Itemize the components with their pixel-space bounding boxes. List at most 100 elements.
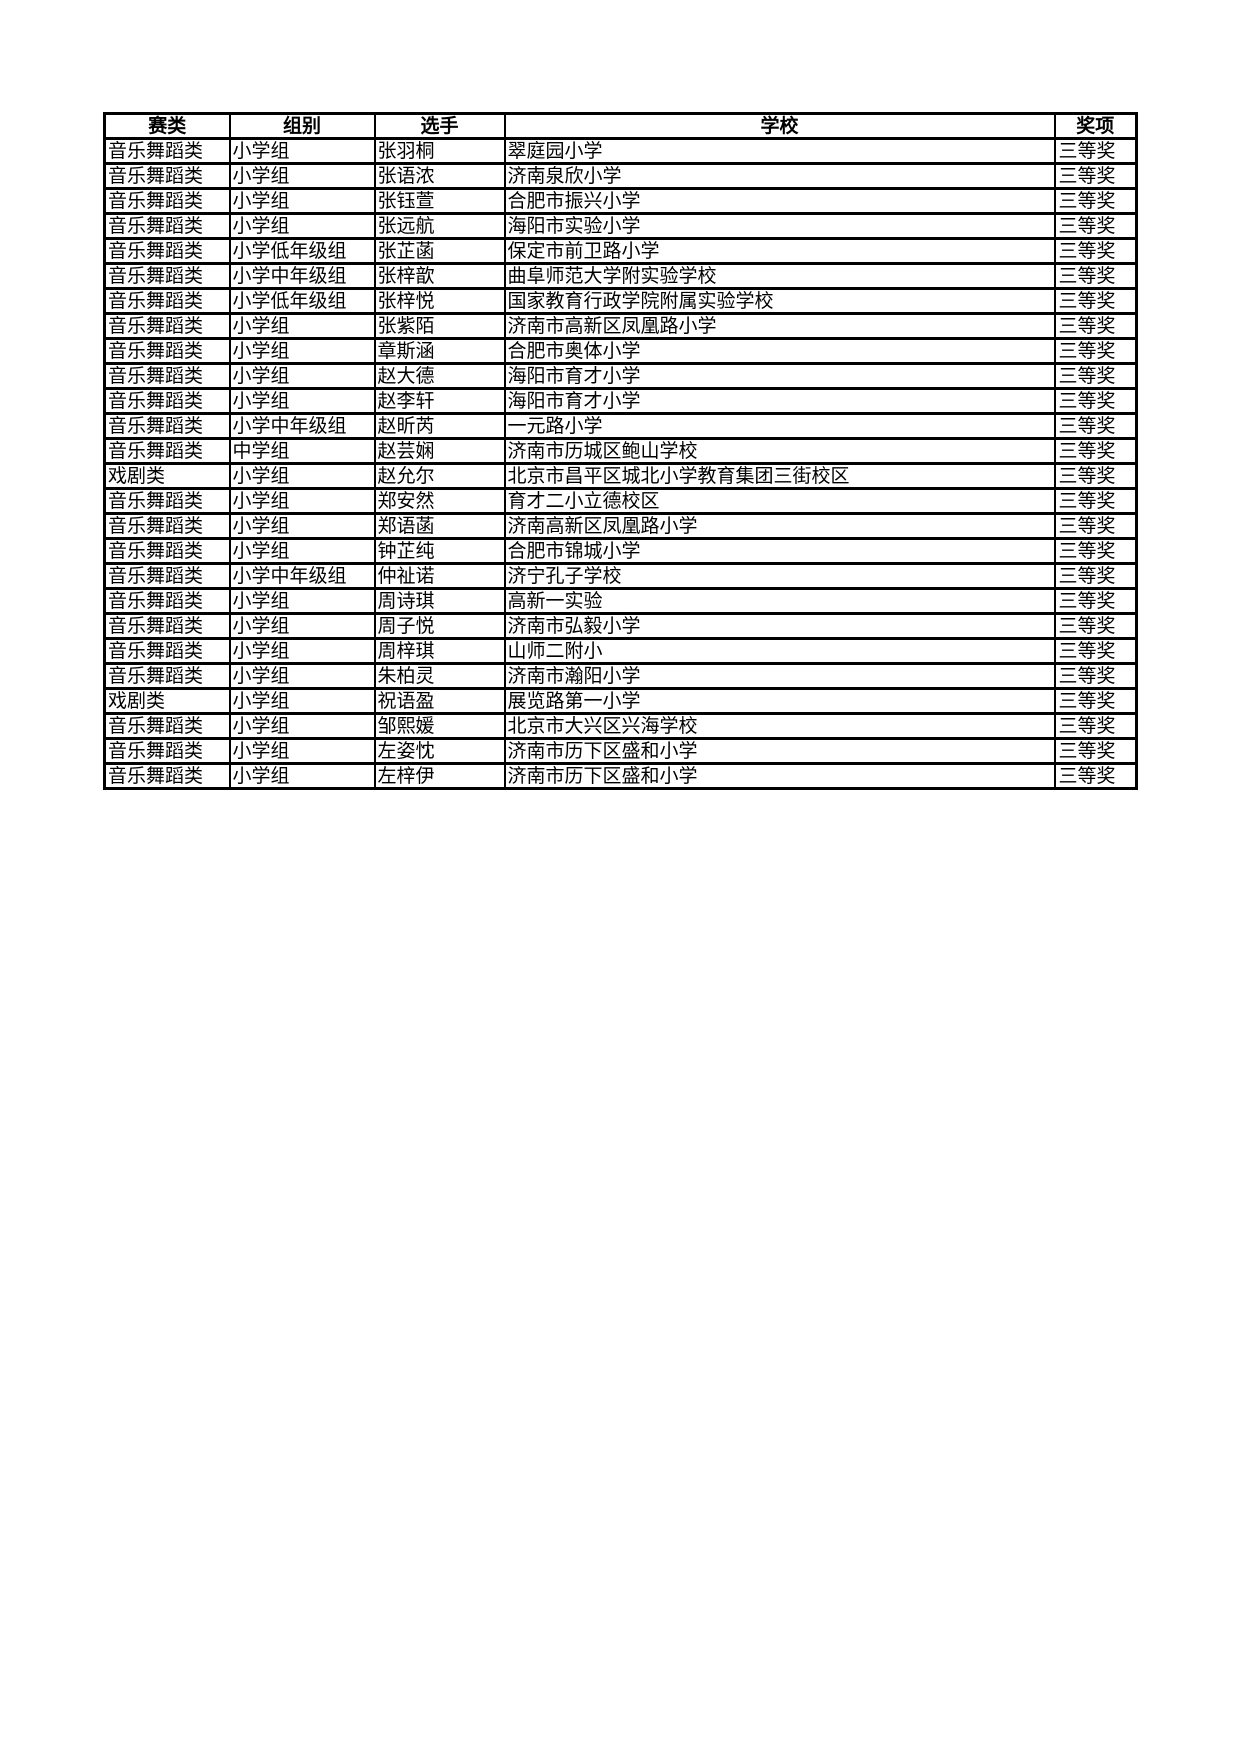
cell-contestant: 周诗琪 bbox=[373, 587, 506, 615]
table-row: 音乐舞蹈类 小学组 周诗琪 高新一实验 三等奖 bbox=[103, 587, 1138, 615]
cell-group: 小学组 bbox=[228, 637, 376, 665]
cell-category: 音乐舞蹈类 bbox=[103, 712, 231, 740]
cell-contestant: 章斯涵 bbox=[373, 337, 506, 365]
cell-group: 小学组 bbox=[228, 187, 376, 215]
cell-group: 小学组 bbox=[228, 687, 376, 715]
cell-school: 翠庭园小学 bbox=[503, 137, 1056, 165]
cell-school: 济南高新区凤凰路小学 bbox=[503, 512, 1056, 540]
cell-school: 海阳市实验小学 bbox=[503, 212, 1056, 240]
cell-contestant: 赵李轩 bbox=[373, 387, 506, 415]
cell-award: 三等奖 bbox=[1053, 287, 1138, 315]
cell-school: 展览路第一小学 bbox=[503, 687, 1056, 715]
cell-contestant: 郑语菡 bbox=[373, 512, 506, 540]
cell-group: 小学组 bbox=[228, 762, 376, 790]
cell-school: 济南市历城区鲍山学校 bbox=[503, 437, 1056, 465]
cell-category: 音乐舞蹈类 bbox=[103, 262, 231, 290]
cell-group: 小学低年级组 bbox=[228, 237, 376, 265]
table-row: 音乐舞蹈类 小学组 钟芷纯 合肥市锦城小学 三等奖 bbox=[103, 537, 1138, 565]
cell-category: 音乐舞蹈类 bbox=[103, 437, 231, 465]
cell-contestant: 赵昕芮 bbox=[373, 412, 506, 440]
cell-school: 合肥市锦城小学 bbox=[503, 537, 1056, 565]
cell-school: 济宁孔子学校 bbox=[503, 562, 1056, 590]
cell-contestant: 祝语盈 bbox=[373, 687, 506, 715]
cell-school: 高新一实验 bbox=[503, 587, 1056, 615]
cell-group: 小学中年级组 bbox=[228, 562, 376, 590]
cell-contestant: 张梓悦 bbox=[373, 287, 506, 315]
cell-school: 一元路小学 bbox=[503, 412, 1056, 440]
cell-award: 三等奖 bbox=[1053, 362, 1138, 390]
cell-school: 济南市历下区盛和小学 bbox=[503, 737, 1056, 765]
table-row: 音乐舞蹈类 小学低年级组 张梓悦 国家教育行政学院附属实验学校 三等奖 bbox=[103, 287, 1138, 315]
cell-category: 戏剧类 bbox=[103, 687, 231, 715]
table-row: 音乐舞蹈类 小学组 郑安然 育才二小立德校区 三等奖 bbox=[103, 487, 1138, 515]
cell-contestant: 周子悦 bbox=[373, 612, 506, 640]
cell-group: 小学组 bbox=[228, 137, 376, 165]
cell-award: 三等奖 bbox=[1053, 187, 1138, 215]
cell-category: 音乐舞蹈类 bbox=[103, 562, 231, 590]
table-row: 音乐舞蹈类 小学低年级组 张芷菡 保定市前卫路小学 三等奖 bbox=[103, 237, 1138, 265]
table-row: 音乐舞蹈类 小学组 张语浓 济南泉欣小学 三等奖 bbox=[103, 162, 1138, 190]
cell-group: 中学组 bbox=[228, 437, 376, 465]
cell-school: 海阳市育才小学 bbox=[503, 387, 1056, 415]
table-body: 音乐舞蹈类 小学组 张羽桐 翠庭园小学 三等奖 音乐舞蹈类 小学组 张语浓 济南泉欣小学 三等奖音… bbox=[103, 137, 1138, 790]
cell-category: 音乐舞蹈类 bbox=[103, 162, 231, 190]
cell-category: 音乐舞蹈类 bbox=[103, 637, 231, 665]
cell-contestant: 仲祉诺 bbox=[373, 562, 506, 590]
cell-category: 音乐舞蹈类 bbox=[103, 187, 231, 215]
cell-contestant: 左梓伊 bbox=[373, 762, 506, 790]
cell-category: 音乐舞蹈类 bbox=[103, 537, 231, 565]
cell-group: 小学组 bbox=[228, 512, 376, 540]
cell-award: 三等奖 bbox=[1053, 312, 1138, 340]
cell-award: 三等奖 bbox=[1053, 537, 1138, 565]
cell-category: 音乐舞蹈类 bbox=[103, 237, 231, 265]
table-row: 音乐舞蹈类 小学组 周梓琪 山师二附小 三等奖 bbox=[103, 637, 1138, 665]
table-row: 音乐舞蹈类 小学组 朱柏灵 济南市瀚阳小学 三等奖 bbox=[103, 662, 1138, 690]
table-row: 音乐舞蹈类 小学组 左梓伊 济南市历下区盛和小学 三等奖 bbox=[103, 762, 1138, 790]
table-row: 音乐舞蹈类 小学组 章斯涵 合肥市奥体小学 三等奖 bbox=[103, 337, 1138, 365]
cell-category: 音乐舞蹈类 bbox=[103, 662, 231, 690]
cell-award: 三等奖 bbox=[1053, 437, 1138, 465]
table-row: 音乐舞蹈类 小学组 赵大德 海阳市育才小学 三等奖 bbox=[103, 362, 1138, 390]
cell-group: 小学中年级组 bbox=[228, 262, 376, 290]
cell-contestant: 钟芷纯 bbox=[373, 537, 506, 565]
cell-group: 小学组 bbox=[228, 162, 376, 190]
cell-category: 音乐舞蹈类 bbox=[103, 337, 231, 365]
cell-school: 济南市弘毅小学 bbox=[503, 612, 1056, 640]
cell-award: 三等奖 bbox=[1053, 512, 1138, 540]
cell-award: 三等奖 bbox=[1053, 337, 1138, 365]
table-row: 音乐舞蹈类 小学组 张羽桐 翠庭园小学 三等奖 bbox=[103, 137, 1138, 165]
cell-category: 音乐舞蹈类 bbox=[103, 312, 231, 340]
cell-school: 国家教育行政学院附属实验学校 bbox=[503, 287, 1056, 315]
table-row: 音乐舞蹈类 小学中年级组 仲祉诺 济宁孔子学校 三等奖 bbox=[103, 562, 1138, 590]
table-row: 音乐舞蹈类 小学组 周子悦 济南市弘毅小学 三等奖 bbox=[103, 612, 1138, 640]
cell-school: 北京市昌平区城北小学教育集团三街校区 bbox=[503, 462, 1056, 490]
cell-contestant: 张远航 bbox=[373, 212, 506, 240]
cell-group: 小学组 bbox=[228, 662, 376, 690]
cell-award: 三等奖 bbox=[1053, 137, 1138, 165]
cell-award: 三等奖 bbox=[1053, 712, 1138, 740]
cell-award: 三等奖 bbox=[1053, 687, 1138, 715]
cell-award: 三等奖 bbox=[1053, 762, 1138, 790]
table-row: 音乐舞蹈类 小学组 左姿忱 济南市历下区盛和小学 三等奖 bbox=[103, 737, 1138, 765]
cell-contestant: 张梓歆 bbox=[373, 262, 506, 290]
table-row: 音乐舞蹈类 小学中年级组 张梓歆 曲阜师范大学附实验学校 三等奖 bbox=[103, 262, 1138, 290]
cell-award: 三等奖 bbox=[1053, 637, 1138, 665]
cell-contestant: 左姿忱 bbox=[373, 737, 506, 765]
cell-school: 海阳市育才小学 bbox=[503, 362, 1056, 390]
cell-group: 小学低年级组 bbox=[228, 287, 376, 315]
cell-group: 小学组 bbox=[228, 337, 376, 365]
cell-category: 音乐舞蹈类 bbox=[103, 137, 231, 165]
cell-school: 北京市大兴区兴海学校 bbox=[503, 712, 1056, 740]
cell-category: 戏剧类 bbox=[103, 462, 231, 490]
cell-contestant: 赵大德 bbox=[373, 362, 506, 390]
cell-category: 音乐舞蹈类 bbox=[103, 287, 231, 315]
cell-group: 小学组 bbox=[228, 312, 376, 340]
cell-contestant: 周梓琪 bbox=[373, 637, 506, 665]
cell-category: 音乐舞蹈类 bbox=[103, 412, 231, 440]
cell-award: 三等奖 bbox=[1053, 262, 1138, 290]
cell-group: 小学组 bbox=[228, 462, 376, 490]
table-row: 音乐舞蹈类 小学组 张紫陌 济南市高新区凤凰路小学 三等奖 bbox=[103, 312, 1138, 340]
cell-contestant: 张羽桐 bbox=[373, 137, 506, 165]
cell-group: 小学组 bbox=[228, 537, 376, 565]
table-row: 戏剧类 小学组 祝语盈 展览路第一小学 三等奖 bbox=[103, 687, 1138, 715]
